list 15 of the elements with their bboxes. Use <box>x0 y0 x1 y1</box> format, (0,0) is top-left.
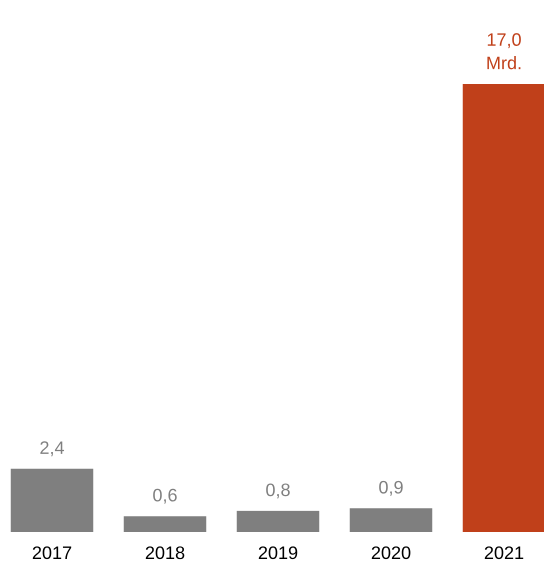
data-label: 17,0 Mrd. <box>487 33 521 70</box>
x-tick-label: 2017 <box>32 546 72 560</box>
x-tick-label: 2018 <box>146 546 184 560</box>
bar <box>10 468 94 532</box>
data-label: 0,9 <box>379 480 403 496</box>
data-label: 2,4 <box>40 441 64 456</box>
x-tick-label: 2019 <box>258 546 298 560</box>
bar <box>124 516 206 532</box>
bar <box>236 510 320 532</box>
data-label: 0,6 <box>153 488 177 504</box>
bar <box>462 84 544 532</box>
data-label: 0,8 <box>266 483 290 498</box>
x-tick-label: 2020 <box>372 546 410 560</box>
x-tick-label: 2021 <box>484 546 524 560</box>
bar <box>350 508 432 532</box>
